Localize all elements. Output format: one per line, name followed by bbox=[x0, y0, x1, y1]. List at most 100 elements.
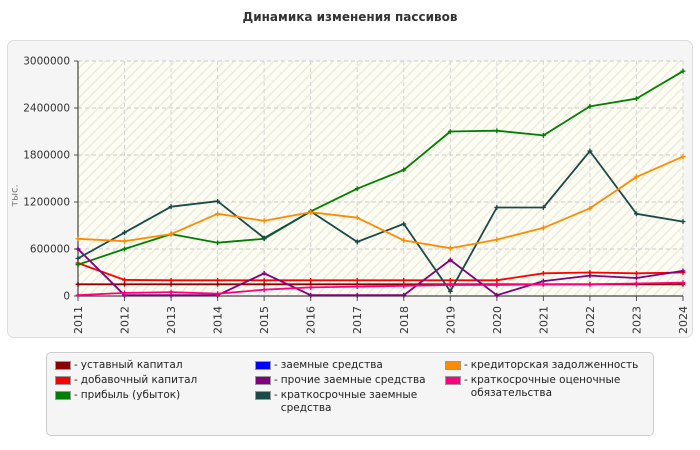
legend-item[interactable]: - заемные средства bbox=[255, 359, 445, 372]
series-marker bbox=[587, 104, 593, 109]
series-marker bbox=[401, 167, 407, 173]
series-marker bbox=[215, 211, 221, 217]
series-marker bbox=[215, 277, 221, 283]
series-marker bbox=[494, 292, 500, 298]
series-marker bbox=[122, 230, 127, 235]
legend-label: прочие заемные средства bbox=[280, 374, 426, 386]
x-axis-tick-label: 2022 bbox=[584, 306, 597, 334]
legend-item[interactable]: - краткосрочные оценочные обязательства bbox=[445, 374, 645, 400]
series-marker bbox=[634, 96, 639, 101]
legend-dash: - bbox=[74, 374, 78, 386]
y-axis-tick-label: 2400000 bbox=[23, 103, 70, 115]
series-marker bbox=[168, 231, 174, 237]
legend-column-3: - кредиторская задолженность - краткосрочны… bbox=[445, 359, 645, 417]
series-marker bbox=[215, 198, 221, 204]
legend-item[interactable]: - уставный капитал bbox=[55, 359, 255, 372]
x-axis-tick-label: 2021 bbox=[537, 306, 550, 334]
series-marker bbox=[308, 292, 314, 298]
series-marker bbox=[401, 292, 407, 298]
x-axis-tick-label: 2024 bbox=[677, 306, 690, 334]
series-line bbox=[77, 248, 684, 297]
series-marker bbox=[168, 204, 174, 210]
x-axis-tick-label: 2018 bbox=[398, 306, 411, 334]
legend-item[interactable]: - прибыль (убыток) bbox=[55, 389, 255, 402]
legend-label: прибыль (убыток) bbox=[80, 389, 181, 401]
series-marker bbox=[261, 277, 267, 283]
series-marker bbox=[634, 281, 639, 286]
series-marker bbox=[75, 281, 81, 287]
legend-dash: - bbox=[464, 359, 468, 371]
series-marker bbox=[540, 133, 546, 138]
series-marker bbox=[494, 205, 500, 210]
legend-dash: - bbox=[274, 374, 278, 386]
y-axis-tick-label: 1800000 bbox=[23, 150, 70, 162]
series-marker bbox=[634, 275, 639, 281]
series-marker bbox=[401, 221, 407, 227]
series-marker bbox=[122, 238, 127, 244]
legend-item[interactable]: - краткосрочные заемные средства bbox=[255, 389, 445, 415]
series-marker bbox=[587, 148, 593, 154]
series-marker bbox=[261, 287, 267, 293]
legend-item[interactable]: - кредиторская задолженность bbox=[445, 359, 645, 372]
series-marker bbox=[540, 281, 546, 287]
legend-label: кредиторская задолженность bbox=[470, 359, 639, 371]
series-marker bbox=[168, 289, 174, 295]
legend-color-swatch bbox=[55, 376, 71, 385]
x-axis-tick-label: 2020 bbox=[491, 306, 504, 334]
y-axis-tick-label: 1200000 bbox=[23, 197, 70, 209]
legend-item[interactable]: - прочие заемные средства bbox=[255, 374, 445, 387]
series-marker bbox=[308, 277, 314, 283]
x-axis-tick-label: 2012 bbox=[119, 306, 132, 334]
series-marker bbox=[447, 245, 453, 251]
series-marker bbox=[354, 215, 360, 221]
legend-column-2: - заемные средства - прочие заемные средств… bbox=[255, 359, 445, 417]
legend-color-swatch bbox=[255, 376, 271, 385]
series-marker bbox=[447, 282, 453, 288]
x-axis-tick-label: 2014 bbox=[212, 306, 225, 334]
series-marker bbox=[634, 211, 639, 217]
series-marker bbox=[401, 237, 407, 243]
series-marker bbox=[354, 292, 360, 298]
series-marker bbox=[680, 154, 686, 159]
series-marker bbox=[122, 281, 127, 287]
x-axis-tick-label: 2017 bbox=[351, 306, 364, 334]
series-marker bbox=[215, 291, 221, 297]
series-marker bbox=[680, 219, 686, 224]
series-marker bbox=[447, 129, 453, 134]
series-marker bbox=[540, 225, 546, 231]
series-marker bbox=[587, 205, 593, 211]
series-marker bbox=[261, 235, 267, 241]
legend-label: уставный капитал bbox=[80, 359, 183, 371]
x-axis-tick-label: 2015 bbox=[258, 306, 271, 334]
y-axis-label: тыс. bbox=[9, 184, 21, 207]
series-marker bbox=[587, 273, 593, 279]
series-marker bbox=[634, 270, 639, 276]
page-title: Динамика изменения пассивов bbox=[242, 10, 458, 24]
series-marker bbox=[447, 288, 453, 294]
series-marker bbox=[494, 237, 500, 242]
series-marker bbox=[401, 277, 407, 283]
chart-legend: - уставный капитал - добавочный капитал - при… bbox=[46, 352, 654, 436]
series-marker bbox=[308, 209, 314, 215]
legend-label: краткосрочные заемные средства bbox=[280, 389, 418, 414]
series-marker bbox=[122, 246, 127, 252]
series-marker bbox=[680, 68, 686, 74]
series-marker bbox=[308, 284, 314, 290]
series-marker bbox=[354, 284, 360, 289]
series-marker bbox=[354, 239, 360, 245]
series-marker bbox=[587, 281, 593, 287]
legend-color-swatch bbox=[445, 376, 461, 385]
legend-label: краткосрочные оценочные обязательства bbox=[470, 374, 621, 399]
legend-item[interactable]: - добавочный капитал bbox=[55, 374, 255, 387]
x-axis-tick-label: 2023 bbox=[630, 306, 643, 334]
legend-dash: - bbox=[74, 359, 78, 371]
legend-label: добавочный капитал bbox=[80, 374, 198, 386]
series-marker bbox=[494, 282, 500, 288]
series-marker bbox=[680, 280, 686, 286]
x-axis-tick-label: 2016 bbox=[305, 306, 318, 334]
y-axis-tick-label: 3000000 bbox=[23, 56, 70, 68]
series-marker bbox=[447, 277, 453, 283]
legend-dash: - bbox=[274, 389, 278, 401]
legend-color-swatch bbox=[55, 391, 71, 400]
